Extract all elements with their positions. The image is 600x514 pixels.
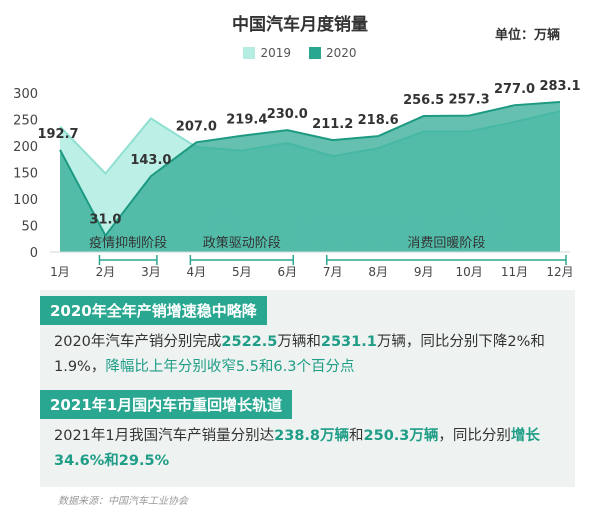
- x-tick-label: 8月: [368, 265, 388, 279]
- line-series-2020: [59, 100, 561, 238]
- legend: 2019 2020: [0, 46, 600, 60]
- chart-title: 中国汽车月度销量: [232, 15, 368, 35]
- sales-jan-value: 250.3万辆: [363, 428, 439, 444]
- x-tick-label: 6月: [277, 265, 297, 279]
- y-tick-label: 250: [13, 114, 38, 129]
- y-tick-label: 200: [13, 140, 38, 155]
- x-tick-label: 7月: [323, 265, 343, 279]
- x-tick-label: 3月: [141, 265, 161, 279]
- data-label: 277.0: [494, 82, 535, 97]
- summary-panel: 2020年全年产销增速稳中略降 2020年汽车产销分别完成2522.5万辆和25…: [40, 290, 575, 487]
- x-tick-label: 1月: [50, 265, 70, 279]
- x-tick-label: 2月: [96, 265, 116, 279]
- data-label: 283.1: [539, 79, 580, 94]
- growth-note: 增长34.6%和29.5%: [54, 428, 540, 469]
- y-tick-label: 100: [13, 193, 38, 208]
- legend-label-2019: 2019: [260, 46, 291, 60]
- data-label: 219.4: [226, 113, 267, 128]
- data-label: 256.5: [403, 93, 444, 108]
- legend-label-2020: 2020: [326, 46, 357, 60]
- x-tick-label: 9月: [414, 265, 434, 279]
- x-tick-label: 12月: [546, 265, 573, 279]
- legend-item-2019: 2019: [243, 46, 291, 60]
- legend-swatch-2020: [309, 47, 321, 59]
- decline-note: 降幅比上年分别收窄5.5和6.3个百分点: [105, 359, 355, 375]
- x-tick-label: 5月: [232, 265, 252, 279]
- x-tick-label: 11月: [501, 265, 528, 279]
- text: 2021年1月我国汽车产销量分别达: [54, 428, 275, 444]
- phase-label: 疫情抑制阶段: [89, 235, 167, 251]
- phase-label: 消费回暖阶段: [407, 236, 485, 251]
- y-tick-label: 300: [13, 87, 38, 102]
- production-value: 2522.5: [221, 334, 278, 350]
- text: 和: [349, 428, 364, 444]
- legend-swatch-2019: [243, 47, 256, 59]
- summary-heading-2021: 2021年1月国内车市重回增长轨道: [40, 390, 293, 419]
- phase-label: 政策驱动阶段: [203, 235, 281, 251]
- data-label: 192.7: [37, 127, 78, 142]
- text: 2020年汽车产销分别完成: [54, 334, 222, 350]
- y-tick-label: 50: [21, 220, 38, 235]
- data-label: 257.3: [449, 93, 490, 108]
- summary-paragraph-2020: 2020年汽车产销分别完成2522.5万辆和2531.1万辆，同比分别下降2%和…: [54, 330, 569, 380]
- area-series-2020: [60, 101, 560, 252]
- y-tick-label: 0: [30, 246, 38, 261]
- data-label: 143.0: [130, 153, 171, 168]
- data-label: 207.0: [176, 119, 217, 134]
- x-tick-label: 10月: [455, 265, 482, 279]
- data-label: 230.0: [267, 107, 308, 122]
- monthly-sales-chart: 050100150200250300URORA 极光192.731.0143.0…: [13, 79, 580, 279]
- legend-item-2020: 2020: [309, 46, 357, 60]
- y-tick-label: 150: [13, 167, 38, 182]
- unit-label: 单位：万辆: [494, 28, 560, 43]
- sales-value: 2531.1: [320, 334, 377, 350]
- summary-heading-2020: 2020年全年产销增速稳中略降: [40, 296, 267, 325]
- x-tick-label: 4月: [187, 265, 207, 279]
- text: ，同比分别: [438, 428, 511, 444]
- text: 万辆和: [277, 334, 321, 350]
- summary-paragraph-2021: 2021年1月我国汽车产销量分别达238.8万辆和250.3万辆，同比分别增长3…: [54, 424, 569, 474]
- production-jan-value: 238.8万辆: [274, 428, 350, 444]
- data-label: 211.2: [312, 117, 353, 132]
- data-label: 31.0: [89, 213, 121, 228]
- data-source: 数据来源：中国汽车工业协会: [58, 496, 188, 507]
- text: 万辆，同比分别下降2%和1.9%，: [54, 334, 545, 375]
- data-label: 218.6: [358, 113, 399, 128]
